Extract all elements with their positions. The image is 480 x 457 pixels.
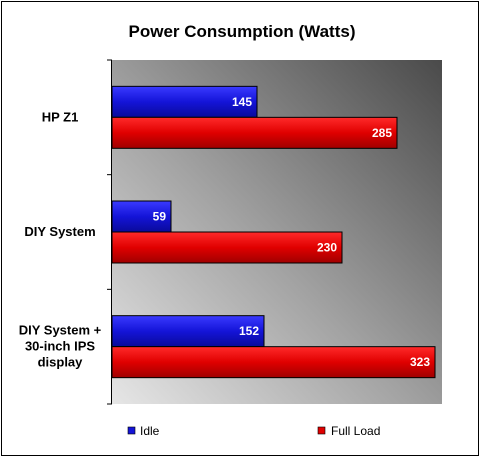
- chart-title: Power Consumption (Watts): [129, 22, 356, 41]
- legend: Idle Full Load: [127, 424, 380, 438]
- data-label: 285: [372, 126, 392, 140]
- legend-swatch-full-load: [317, 426, 326, 435]
- category-labels: HP Z1 DIY System DIY System +30-inch IPS di…: [19, 109, 102, 369]
- data-label: 323: [410, 355, 430, 369]
- data-label: 145: [232, 95, 252, 109]
- y-axis-ticks: [107, 59, 112, 405]
- legend-label-idle: Idle: [140, 424, 160, 438]
- legend-label-full-load: Full Load: [331, 424, 380, 438]
- category-label: DIY System +30-inch IPS display: [19, 323, 102, 370]
- data-label: 230: [317, 241, 337, 255]
- legend-swatch-idle: [127, 426, 136, 435]
- bar-full-load: [111, 231, 343, 264]
- data-label: 59: [153, 210, 167, 224]
- bars: [111, 85, 436, 379]
- value-labels: 145 285 59 230 152 323: [153, 95, 431, 369]
- bar-full-load: [111, 116, 398, 149]
- data-label: 152: [239, 324, 259, 338]
- category-label: DIY System: [24, 224, 95, 239]
- category-label: HP Z1: [42, 109, 79, 124]
- bar-idle: [111, 315, 265, 348]
- bar-full-load: [111, 346, 436, 379]
